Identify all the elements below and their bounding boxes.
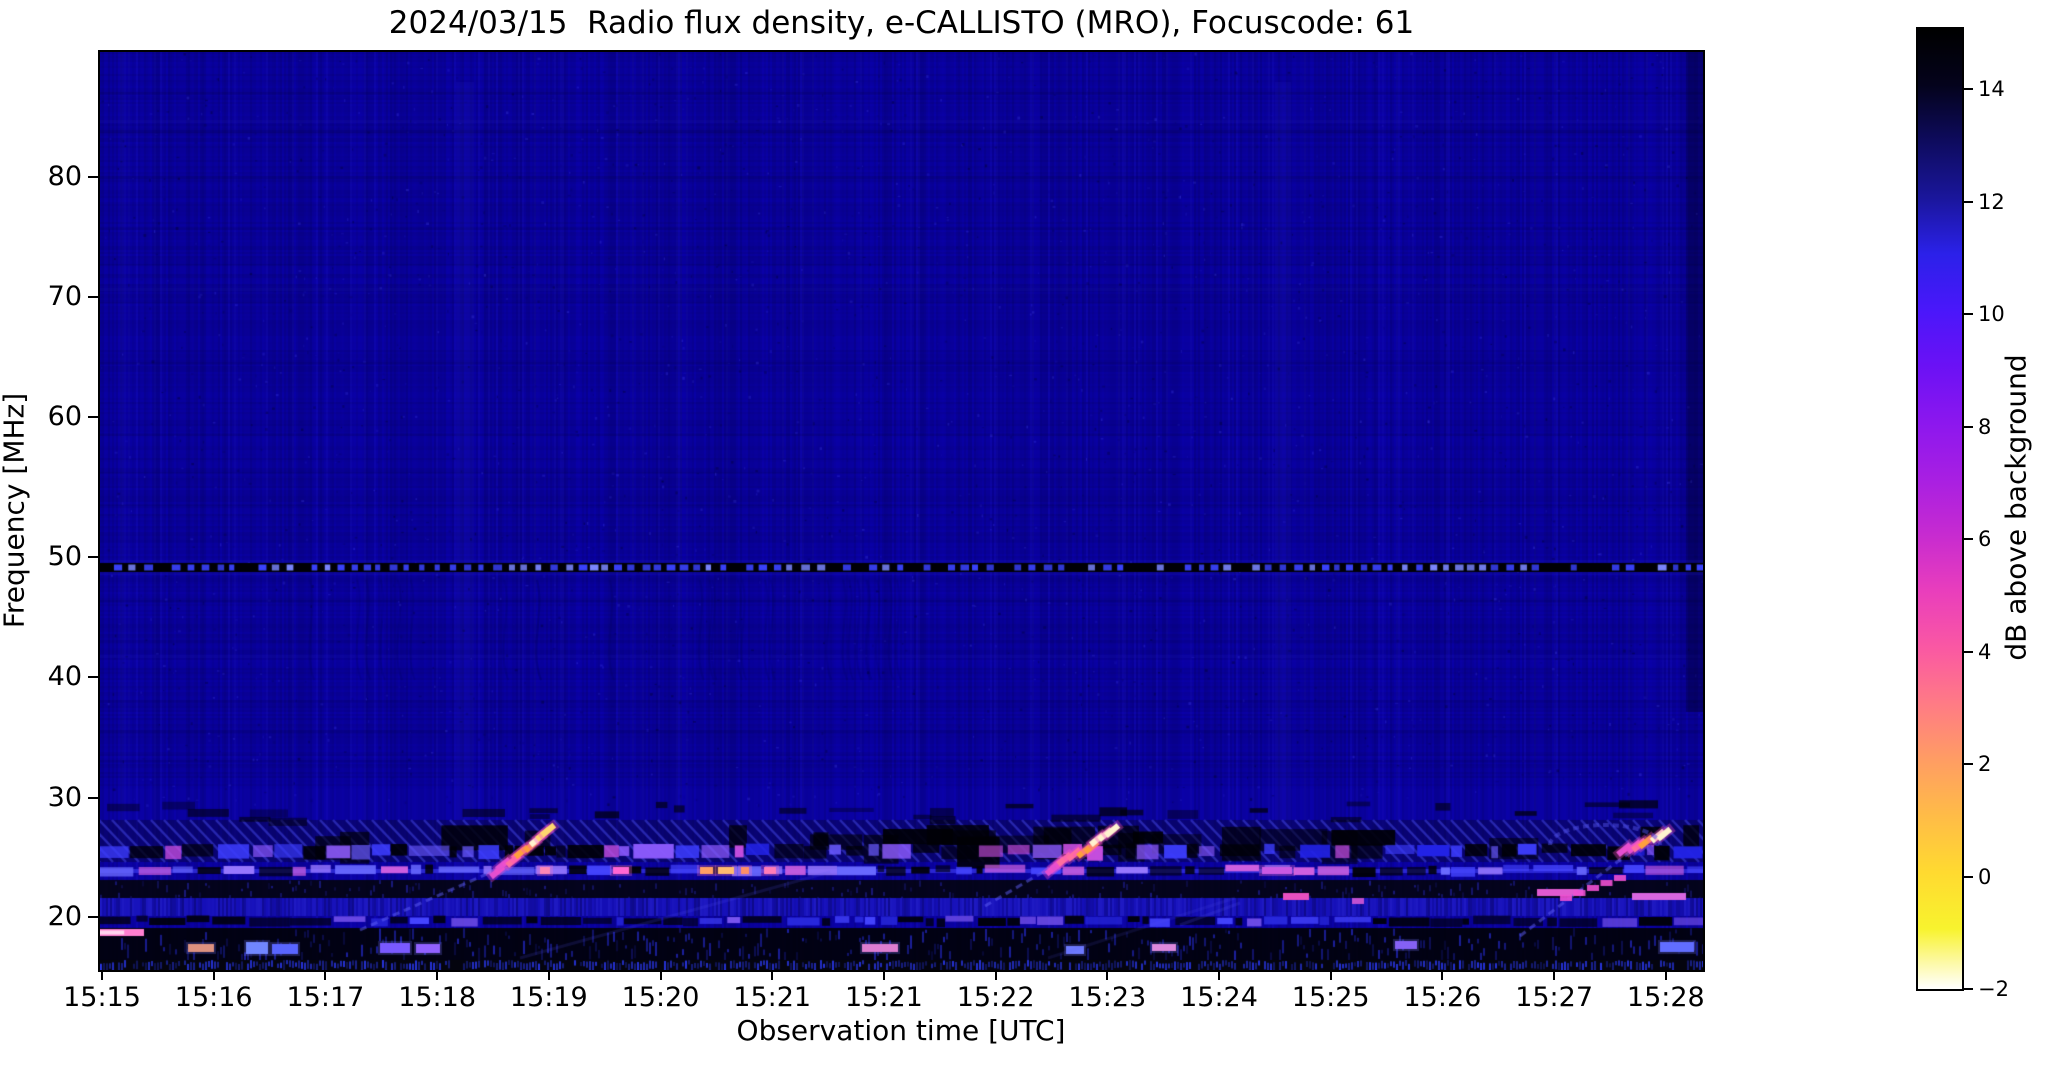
colorbar-tick-label: 14 [1978,77,2005,102]
y-tick-mark [88,415,98,418]
y-axis-label: Frequency [MHz] [0,392,31,629]
colorbar-tick-mark [1964,88,1973,91]
x-tick-label: 15:26 [1403,982,1482,1013]
x-tick-label: 15:23 [1068,982,1147,1013]
x-tick-mark [659,970,662,980]
y-tick-mark [88,675,98,678]
colorbar-tick-mark [1964,200,1973,203]
colorbar-label: dB above background [1999,354,2033,661]
x-tick-mark [1329,970,1332,980]
y-tick-mark [88,296,98,298]
colorbar-tick-mark [1964,875,1973,878]
colorbar-tick-label: 4 [1978,639,1992,664]
x-tick-mark [1106,970,1109,980]
colorbar-tick-label: −2 [1978,977,2009,1001]
chart-title: 2024/03/15 Radio flux density, e-CALLIST… [388,5,1415,41]
y-tick-label: 40 [47,660,82,692]
x-tick-label: 15:18 [398,982,476,1013]
y-tick-mark [88,176,98,179]
y-tick-label: 60 [47,400,82,432]
x-tick-label: 15:25 [1291,982,1370,1013]
colorbar-tick-mark [1964,538,1973,541]
spectrogram-heatmap [100,52,1703,970]
x-tick-mark [882,970,885,980]
x-tick-label: 15:19 [509,982,588,1013]
colorbar-tick-label: 2 [1978,752,1992,777]
colorbar [1916,27,1964,991]
x-tick-label: 15:16 [174,982,253,1013]
y-tick-label: 50 [47,540,82,572]
x-tick-label: 15:28 [1626,982,1705,1013]
colorbar-tick-mark [1964,425,1973,428]
x-tick-label: 15:17 [286,982,365,1013]
colorbar-tick-label: 10 [1978,302,2005,327]
colorbar-tick-mark [1964,763,1973,766]
x-tick-label: 15:27 [1515,982,1593,1013]
colorbar-tick-label: 8 [1978,414,1992,439]
x-tick-mark [436,970,439,980]
colorbar-tick-mark [1964,313,1973,316]
x-tick-mark [1441,970,1444,980]
x-tick-label: 15:21 [844,982,923,1013]
colorbar-tick-mark [1964,650,1973,653]
y-tick-label: 80 [47,161,82,193]
colorbar-tick-label: 12 [1978,189,2005,214]
x-tick-mark [771,970,774,980]
colorbar-tick-label: 0 [1978,864,1992,889]
y-tick-label: 70 [47,281,82,312]
x-tick-mark [212,970,215,980]
x-tick-label: 15:15 [63,982,141,1013]
x-tick-mark [1664,970,1667,980]
x-axis-label: Observation time [UTC] [736,1014,1066,1047]
y-tick-mark [88,555,98,558]
x-tick-mark [547,970,550,980]
x-tick-mark [1553,970,1556,980]
x-tick-mark [324,970,327,980]
y-tick-label: 30 [47,781,82,813]
x-tick-mark [1218,970,1220,980]
x-tick-label: 15:22 [956,982,1035,1013]
x-tick-mark [994,970,997,980]
y-tick-label: 20 [47,901,82,933]
colorbar-tick-label: 6 [1978,527,1992,552]
x-tick-mark [101,970,103,980]
colorbar-tick-mark [1964,988,1973,990]
y-tick-mark [88,916,98,919]
x-tick-label: 15:21 [733,982,812,1013]
x-tick-label: 15:24 [1180,982,1258,1013]
y-tick-mark [88,796,98,799]
x-tick-label: 15:20 [621,982,700,1013]
